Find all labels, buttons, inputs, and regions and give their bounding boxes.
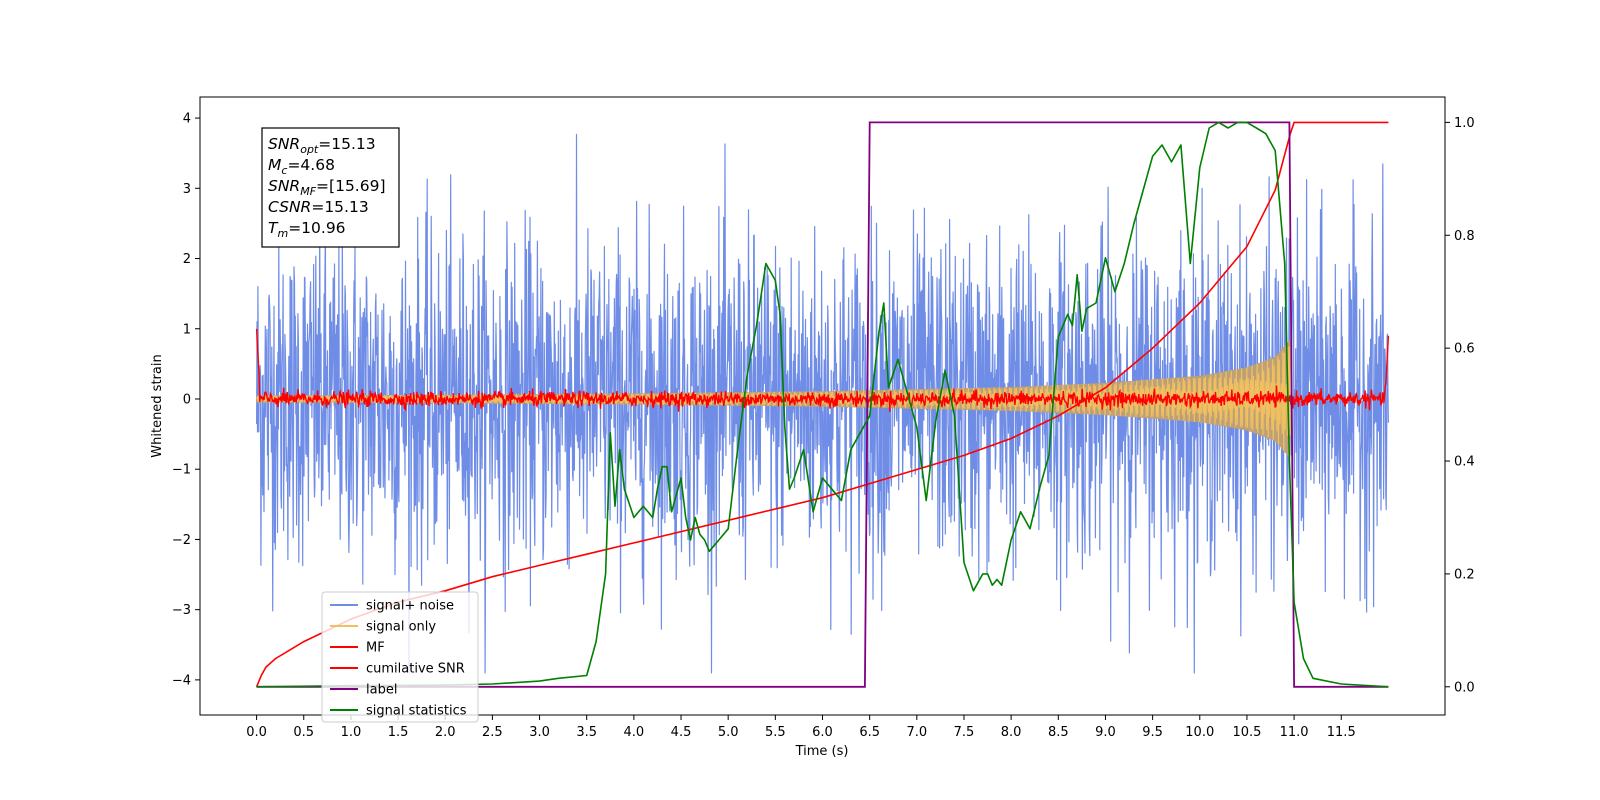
x-tick-label: 2.5 <box>482 725 503 740</box>
y-right-tick-label: 0.6 <box>1454 342 1475 357</box>
annotation-value: =4.68 <box>287 156 335 174</box>
x-tick-label: 5.0 <box>718 725 739 740</box>
signal-plus-noise-line <box>256 133 1389 674</box>
x-tick-label: 6.5 <box>859 725 880 740</box>
y-right-tick-label: 0.8 <box>1454 229 1475 244</box>
x-tick-label: 4.5 <box>671 725 692 740</box>
annotation-frame <box>261 127 400 248</box>
annotation-value: =[15.69] <box>316 177 385 195</box>
legend-label: signal only <box>366 620 436 635</box>
y-tick-label: 0 <box>183 392 191 407</box>
x-tick-label: 0.0 <box>246 725 267 740</box>
x-tick-label: 9.5 <box>1142 725 1163 740</box>
x-tick-label: 9.0 <box>1095 725 1116 740</box>
x-tick-label: 4.0 <box>624 725 645 740</box>
y-tick-label: −1 <box>172 463 191 478</box>
y-tick-label: −2 <box>172 533 191 548</box>
annotation-subscript: MF <box>300 185 316 198</box>
y-tick-label: 3 <box>183 182 191 197</box>
x-tick-label: 0.5 <box>293 725 314 740</box>
x-tick-label: 1.0 <box>341 725 362 740</box>
annotation-symbol: T <box>268 219 279 237</box>
y-tick-label: 2 <box>183 252 191 267</box>
annotation-value: =15.13 <box>318 135 375 153</box>
x-tick-label: 3.0 <box>529 725 550 740</box>
legend: signal+ noise signal only MF cumilative SNR… <box>321 591 479 723</box>
annotation-box: SNRopt=15.13Mc=4.68SNRMF=[15.69]CSNR=15.… <box>261 127 400 248</box>
y-tick-label: 4 <box>183 112 191 127</box>
annotation-value: =15.13 <box>311 198 368 216</box>
annotation-line: SNRMF=[15.69] <box>268 177 386 198</box>
annotation-symbol: M <box>268 156 281 174</box>
x-tick-label: 3.5 <box>576 725 597 740</box>
x-tick-label: 8.0 <box>1001 725 1022 740</box>
annotation-symbol: SNR <box>268 177 300 195</box>
x-tick-label: 10.0 <box>1185 725 1214 740</box>
x-axis-ticks: 0.0 0.5 1.0 1.5 2.0 2.5 3.0 3.5 4.0 4.5 5.0 5.5 6.0 6… <box>246 715 1356 740</box>
y-tick-label: −4 <box>172 673 191 688</box>
annotation-subscript: c <box>281 164 287 177</box>
y-right-tick-label: 0.0 <box>1454 680 1475 695</box>
annotation-value: =10.96 <box>288 219 345 237</box>
y-right-axis-ticks: 1.0 0.8 0.6 0.4 0.2 0.0 <box>1445 116 1475 695</box>
x-tick-label: 7.5 <box>954 725 975 740</box>
legend-label: MF <box>366 641 385 656</box>
y-tick-label: −3 <box>172 603 191 618</box>
legend-frame <box>321 591 479 723</box>
y-tick-label: 1 <box>183 322 191 337</box>
x-tick-label: 10.5 <box>1232 725 1261 740</box>
label-line <box>256 121 1389 688</box>
legend-label: signal statistics <box>366 704 467 719</box>
y-axis-ticks: 4 3 2 1 0 −1 −2 −3 −4 <box>172 112 200 688</box>
y-right-tick-label: 0.4 <box>1454 455 1475 470</box>
annotation-line: SNRopt=15.13 <box>268 135 376 156</box>
annotation-symbol: CSNR <box>268 198 311 216</box>
annotation-line: CSNR=15.13 <box>268 198 369 216</box>
legend-label: cumilative SNR <box>366 662 465 677</box>
x-tick-label: 11.0 <box>1280 725 1309 740</box>
x-tick-label: 2.0 <box>435 725 456 740</box>
x-tick-label: 11.5 <box>1327 725 1356 740</box>
x-tick-label: 1.5 <box>388 725 409 740</box>
annotation-subscript: m <box>277 227 288 240</box>
x-axis-label: Time (s) <box>795 744 849 759</box>
y-right-tick-label: 1.0 <box>1454 116 1475 131</box>
legend-label: label <box>366 683 397 698</box>
x-tick-label: 7.0 <box>906 725 927 740</box>
annotation-subscript: opt <box>300 143 319 156</box>
x-tick-label: 6.0 <box>812 725 833 740</box>
y-right-tick-label: 0.2 <box>1454 567 1475 582</box>
x-tick-label: 8.5 <box>1048 725 1069 740</box>
annotation-symbol: SNR <box>268 135 300 153</box>
x-tick-label: 5.5 <box>765 725 786 740</box>
annotation-line: Mc=4.68 <box>268 156 335 177</box>
y-axis-label: Whitened strain <box>150 354 165 457</box>
annotation-line: Tm=10.96 <box>268 219 346 240</box>
signal-statistics-line <box>256 121 1389 688</box>
legend-label: signal+ noise <box>366 599 454 614</box>
mf-line <box>255 328 1390 412</box>
